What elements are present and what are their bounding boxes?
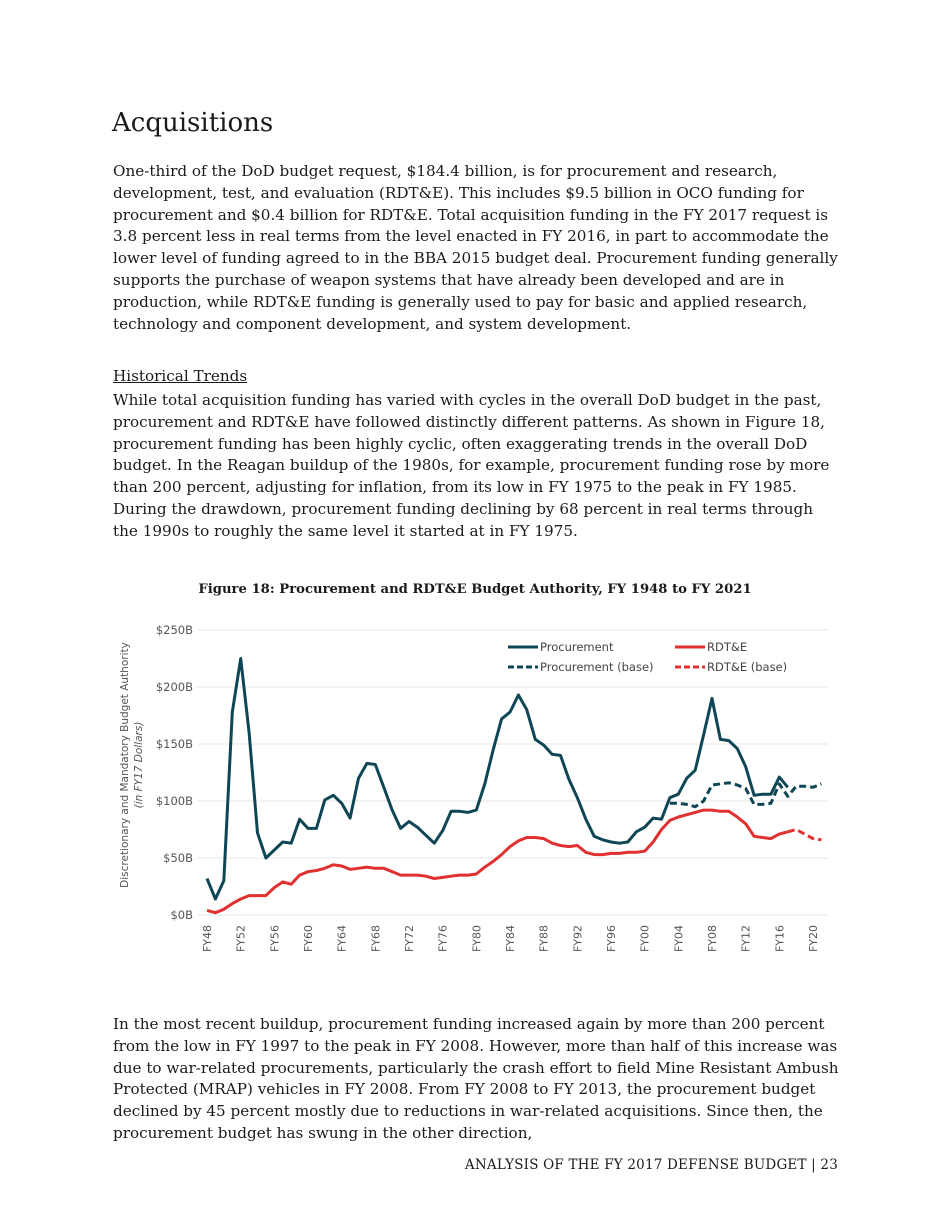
y-axis-label: Discretionary and Mandatory Budget Autho… [119, 642, 131, 888]
legend-label: Procurement (base) [540, 660, 654, 674]
y-tick-label: $50B [163, 851, 193, 865]
x-tick-label: FY12 [740, 925, 753, 952]
x-tick-label: FY08 [706, 925, 719, 952]
x-tick-label: FY88 [538, 925, 551, 952]
x-tick-label: FY04 [672, 925, 685, 952]
series-line-procurement [205, 657, 789, 901]
y-tick-label: $0B [170, 908, 193, 922]
y-tick-label: $200B [156, 680, 193, 694]
x-tick-label: FY16 [773, 925, 786, 952]
y-tick-label: $250B [156, 623, 193, 637]
x-tick-label: FY48 [201, 925, 214, 952]
legend-label: Procurement [540, 640, 614, 654]
x-tick-label: FY60 [302, 925, 315, 952]
legend-label: RDT&E (base) [707, 660, 787, 674]
paragraph-recent: In the most recent buildup, procurement … [113, 1015, 839, 1142]
section-heading: Acquisitions [112, 108, 274, 138]
figure-title: Figure 18: Procurement and RDT&E Budget … [198, 582, 752, 597]
x-tick-label: FY20 [807, 925, 820, 952]
x-tick-label: FY56 [268, 925, 281, 952]
x-tick-label: FY84 [504, 925, 517, 952]
subheading-historical-trends: Historical Trends [113, 367, 248, 385]
series-line-rdt-e-base [787, 828, 822, 842]
line-chart: $0B $50B $100B $150B $200B $250B FY48 FY52 FY56… [119, 623, 828, 952]
x-tick-label: FY72 [403, 925, 416, 952]
legend-label: RDT&E [707, 640, 747, 654]
series-line-rdt-e [206, 808, 789, 915]
x-tick-label: FY52 [235, 925, 248, 952]
paragraph-historical: While total acquisition funding has vari… [113, 391, 830, 540]
x-tick-label: FY64 [336, 925, 349, 952]
y-tick-label: $150B [156, 737, 193, 751]
y-axis-sublabel: (in FY17 Dollars) [133, 722, 145, 809]
x-tick-label: FY76 [437, 925, 450, 952]
x-tick-label: FY96 [605, 925, 618, 952]
x-tick-label: FY68 [369, 925, 382, 952]
page-footer: ANALYSIS OF THE FY 2017 DEFENSE BUDGET |… [464, 1157, 838, 1173]
y-tick-label: $100B [156, 794, 193, 808]
x-tick-label: FY00 [639, 925, 652, 952]
paragraph-intro: One-third of the DoD budget request, $18… [113, 162, 838, 333]
series-line-procurement-base [669, 781, 822, 809]
x-tick-label: FY80 [470, 925, 483, 952]
x-tick-label: FY92 [571, 925, 584, 952]
